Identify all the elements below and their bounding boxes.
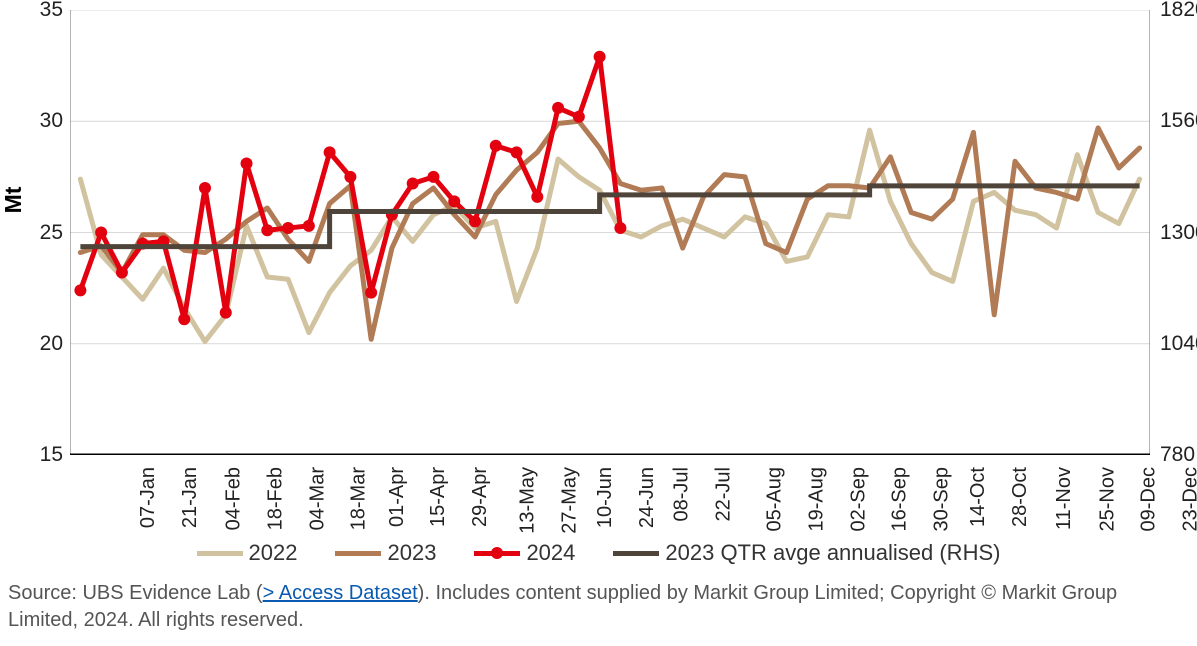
x-tick-label: 13-May [517, 467, 540, 534]
x-tick-label: 28-Oct [1009, 467, 1032, 527]
legend-item-2024: 2024 [474, 540, 575, 566]
source-prefix: Source: UBS Evidence Lab ( [8, 582, 263, 604]
source-text: Source: UBS Evidence Lab (> Access Datas… [8, 580, 1187, 634]
chart-svg [70, 10, 1150, 455]
x-tick-label: 19-Aug [806, 467, 829, 532]
x-tick-label: 24-Jun [636, 467, 659, 528]
legend-label: 2023 [387, 540, 436, 566]
y-left-tick-label: 30 [40, 109, 63, 133]
legend-swatch [474, 551, 520, 556]
y-left-tick-label: 20 [40, 332, 63, 356]
y-right-tick-label: 780 [1160, 443, 1195, 467]
plot-area [70, 10, 1150, 455]
y-left-tick-label: 25 [40, 221, 63, 245]
legend-swatch [613, 551, 659, 556]
legend: 2022 2023 2024 2023 QTR avge annualised … [0, 540, 1197, 566]
y-left-tick-label: 15 [40, 443, 63, 467]
y-right-tick-label: 1040 [1160, 332, 1197, 356]
x-tick-label: 29-Apr [469, 467, 492, 527]
x-tick-label: 04-Mar [306, 467, 329, 530]
y-axis-label: Mt [0, 187, 27, 214]
y-left-tick-label: 35 [40, 0, 63, 22]
x-tick-label: 18-Feb [264, 467, 287, 530]
legend-label: 2023 QTR avge annualised (RHS) [665, 540, 1000, 566]
x-tick-label: 15-Apr [427, 467, 450, 527]
legend-item-2023: 2023 [335, 540, 436, 566]
chart-container: { "chart": { "type": "line", "width_px":… [0, 0, 1197, 646]
x-tick-label: 30-Sep [930, 467, 953, 532]
x-tick-label: 07-Jan [138, 467, 161, 528]
x-tick-label: 11-Nov [1053, 467, 1076, 530]
x-tick-label: 10-Jun [594, 467, 617, 528]
x-tick-label: 01-Apr [386, 467, 409, 527]
x-tick-label: 16-Sep [889, 467, 912, 532]
legend-item-qtr: 2023 QTR avge annualised (RHS) [613, 540, 1000, 566]
x-tick-label: 02-Sep [847, 467, 870, 532]
x-tick-label: 22-Jul [712, 467, 735, 521]
x-tick-label: 25-Nov [1096, 467, 1119, 531]
access-dataset-link[interactable]: > Access Dataset [263, 582, 418, 604]
x-tick-label: 04-Feb [223, 467, 246, 530]
x-tick-label: 27-May [558, 467, 581, 534]
x-tick-label: 09-Dec [1138, 467, 1161, 531]
x-tick-label: 05-Aug [764, 467, 787, 532]
x-tick-label: 08-Jul [671, 467, 694, 521]
x-tick-label: 14-Oct [967, 467, 990, 527]
legend-swatch [197, 551, 243, 556]
legend-label: 2024 [526, 540, 575, 566]
x-tick-label: 18-Mar [347, 467, 370, 530]
y-right-tick-label: 1560 [1160, 109, 1197, 133]
y-right-tick-label: 1820 [1160, 0, 1197, 22]
x-tick-label: 23-Dec [1179, 467, 1197, 531]
legend-swatch [335, 551, 381, 556]
y-right-tick-label: 1300 [1160, 221, 1197, 245]
legend-item-2022: 2022 [197, 540, 298, 566]
x-tick-label: 21-Jan [179, 467, 202, 528]
legend-label: 2022 [249, 540, 298, 566]
